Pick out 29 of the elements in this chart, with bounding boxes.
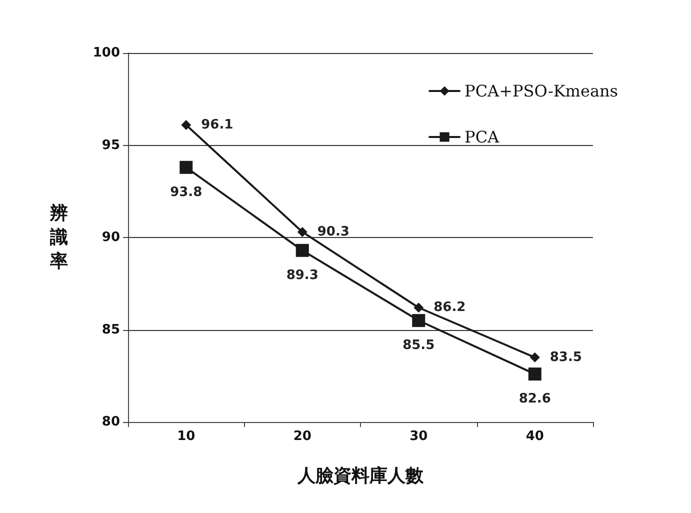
data-label: 82.6 bbox=[518, 392, 551, 407]
x-tick-label: 40 bbox=[526, 429, 544, 444]
data-label: 90.3 bbox=[317, 224, 350, 240]
point bbox=[180, 160, 193, 174]
data-label: 96.1 bbox=[201, 117, 234, 132]
point bbox=[528, 368, 542, 381]
y-tick-label: 85 bbox=[102, 322, 120, 338]
data-label: 93.8 bbox=[170, 184, 202, 200]
y-tick-label: 90 bbox=[102, 230, 120, 245]
data-label: 86.2 bbox=[434, 300, 466, 316]
point bbox=[296, 244, 309, 257]
data-label: 89.3 bbox=[286, 268, 318, 283]
x-tick-label: 30 bbox=[410, 429, 428, 444]
legend-label: PCA+PSO-Kmeans bbox=[464, 82, 618, 100]
point bbox=[412, 314, 426, 328]
y-tick-label: 80 bbox=[102, 414, 120, 430]
x-tick-label: 20 bbox=[293, 429, 312, 444]
point bbox=[181, 120, 192, 130]
legend-label: PCA bbox=[464, 128, 500, 146]
point bbox=[414, 302, 424, 313]
x-axis-title: 人臉資料庫人數 bbox=[296, 466, 424, 486]
data-label: 85.5 bbox=[402, 338, 435, 354]
point bbox=[297, 226, 308, 237]
y-tick-label: 95 bbox=[102, 138, 120, 153]
y-axis-title: 辨識率 bbox=[49, 203, 68, 272]
point bbox=[530, 352, 540, 362]
data-label: 83.5 bbox=[550, 350, 582, 365]
x-tick-label: 10 bbox=[177, 429, 196, 444]
y-tick-label: 100 bbox=[92, 46, 120, 60]
